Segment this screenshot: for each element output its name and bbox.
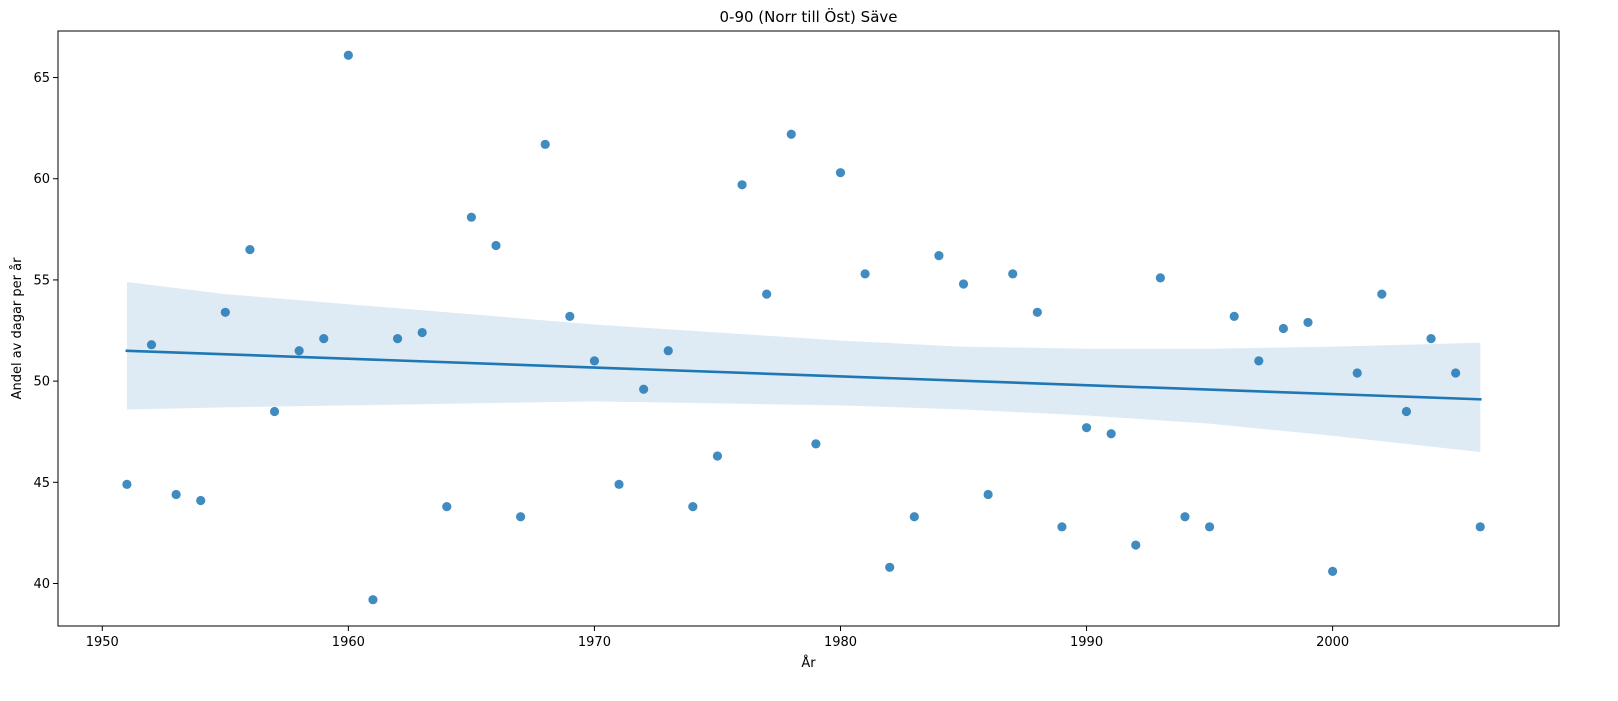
data-point [565, 311, 575, 321]
y-tick-label: 45 [33, 476, 50, 491]
data-point [860, 269, 870, 279]
data-point [1229, 311, 1239, 321]
x-axis-title: År [801, 655, 816, 671]
x-tick-label: 1950 [86, 635, 119, 650]
data-point [1475, 522, 1485, 532]
y-tick-label: 65 [33, 71, 50, 86]
data-point [1057, 522, 1067, 532]
data-point [663, 346, 673, 356]
data-point [762, 289, 772, 299]
data-point [368, 595, 378, 605]
data-point [1426, 334, 1436, 344]
data-point [1204, 522, 1215, 532]
data-point [934, 251, 944, 261]
y-axis-ticks: 40 45 50 55 60 65 [33, 71, 58, 592]
data-point [319, 334, 329, 344]
data-point [516, 512, 526, 522]
data-point [688, 501, 698, 512]
data-point [245, 244, 255, 255]
data-point [146, 340, 157, 350]
data-point [835, 168, 846, 178]
data-point [958, 279, 969, 289]
data-point [220, 307, 230, 317]
data-point [737, 180, 747, 190]
data-point [1254, 356, 1264, 366]
data-point [491, 240, 501, 251]
regression-line [125, 349, 1482, 401]
data-point [1278, 323, 1289, 334]
data-point [1352, 368, 1362, 378]
data-point [1180, 512, 1190, 522]
data-point [1303, 317, 1313, 328]
y-tick-label: 55 [33, 273, 50, 288]
data-point [417, 327, 427, 338]
data-point [196, 495, 206, 506]
chart-title: 0-90 (Norr till Öst) Säve [720, 7, 898, 26]
data-point [639, 384, 649, 394]
data-point [983, 489, 993, 500]
data-point [1081, 423, 1092, 433]
data-point [1008, 269, 1018, 279]
y-tick-label: 50 [33, 375, 50, 390]
data-point [540, 139, 550, 149]
data-point [712, 451, 723, 461]
data-point [589, 356, 600, 366]
data-point [392, 334, 403, 344]
x-tick-label: 1970 [578, 635, 611, 650]
data-point [1377, 289, 1387, 299]
data-point [442, 501, 452, 512]
data-point [294, 346, 304, 356]
data-point [1131, 540, 1141, 550]
data-point [269, 406, 280, 417]
y-tick-label: 60 [33, 172, 50, 187]
data-point [811, 439, 821, 449]
data-point [786, 129, 796, 139]
data-point [614, 479, 624, 489]
data-point [1032, 307, 1042, 317]
data-point [466, 212, 476, 222]
data-point [1155, 273, 1165, 283]
y-tick-label: 40 [33, 577, 50, 592]
data-points-layer [122, 50, 1485, 605]
x-tick-label: 1960 [332, 635, 365, 650]
data-point [1106, 429, 1116, 439]
data-point [885, 562, 895, 572]
y-axis-title: Andel av dagar per år [10, 257, 25, 400]
data-point [1328, 566, 1338, 576]
data-point [171, 489, 181, 500]
data-point [909, 512, 919, 522]
confidence-band [126, 282, 1481, 452]
data-point [343, 50, 353, 60]
regression-line-layer [125, 349, 1482, 401]
confidence-band-layer [126, 282, 1481, 452]
data-point [1451, 368, 1461, 378]
x-tick-label: 1980 [824, 635, 857, 650]
x-axis-ticks: 1950 1960 1970 1980 1990 2000 [86, 626, 1349, 650]
data-point [1401, 406, 1412, 417]
x-tick-label: 1990 [1070, 635, 1103, 650]
data-point [122, 479, 132, 489]
x-tick-label: 2000 [1316, 635, 1349, 650]
plot-frame [57, 30, 1560, 627]
